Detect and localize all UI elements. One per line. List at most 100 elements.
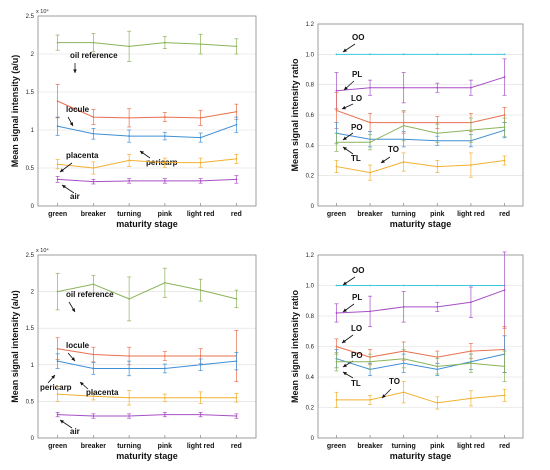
data-point	[56, 393, 59, 395]
series-placenta	[55, 153, 239, 175]
data-point	[163, 396, 166, 399]
data-point	[56, 41, 59, 44]
data-point	[128, 396, 131, 399]
data-point	[199, 116, 202, 119]
x-tick-label: red	[231, 211, 242, 218]
series-tl	[334, 349, 507, 382]
data-point	[56, 163, 59, 166]
y-exponent-label: x 10⁴	[36, 247, 49, 254]
data-point	[163, 161, 166, 164]
x-tick-label: breaker	[81, 443, 107, 450]
x-tick-label: pink	[158, 211, 172, 218]
series-to	[334, 381, 507, 410]
series-annotation: oil reference	[66, 290, 114, 299]
data-point	[335, 109, 338, 112]
data-point	[235, 45, 238, 48]
series-line	[336, 160, 505, 174]
x-tick-label: turning	[392, 443, 416, 450]
data-point	[335, 53, 338, 56]
series-annotation: locule	[66, 105, 90, 114]
y-tick-label: 2.5	[26, 14, 35, 20]
series-annotation: TL	[351, 154, 361, 163]
y-tick-label: 2	[31, 290, 35, 296]
series-line	[57, 158, 237, 169]
data-point	[128, 355, 131, 357]
y-tick-label: 2	[31, 52, 35, 58]
chart-1: 0 0.5 1 1.5 2 2.5 green breaker turning pink light…	[10, 8, 257, 229]
series-line	[57, 282, 237, 300]
series-line	[336, 125, 505, 143]
arrow-head	[69, 122, 73, 126]
data-point	[163, 355, 166, 357]
data-point	[128, 116, 131, 119]
arrow-head	[342, 105, 346, 110]
data-point	[199, 413, 202, 416]
data-point	[199, 289, 202, 292]
y-tick-label: 0	[31, 204, 35, 210]
data-point	[235, 415, 238, 417]
x-tick-label: green	[327, 211, 346, 218]
arrow-head	[343, 48, 347, 52]
y-tick-label: 0	[311, 204, 315, 210]
data-point	[56, 100, 59, 103]
data-point	[470, 164, 472, 166]
y-tick-label: 0.6	[306, 113, 315, 119]
series-oo	[335, 53, 506, 56]
data-point	[92, 353, 95, 356]
data-point	[128, 135, 131, 137]
chart-2: 0 0.2 0.4 0.6 0.8 1.0 1.2 green breaker turning pi…	[290, 22, 524, 229]
x-tick-label: pink	[158, 443, 172, 450]
arrow-head	[343, 363, 347, 367]
arrow-head	[71, 357, 75, 361]
x-axis-title: maturity stage	[390, 451, 452, 461]
data-point	[92, 116, 95, 118]
x-axis-title: maturity stage	[390, 219, 452, 229]
data-point	[470, 53, 472, 56]
plot-frame	[37, 15, 257, 207]
series-pl	[334, 251, 507, 329]
arrow-head	[343, 281, 347, 285]
data-point	[335, 141, 338, 144]
data-point	[436, 132, 439, 135]
series-oil-reference	[55, 267, 239, 322]
x-tick-label: turning	[117, 443, 141, 450]
series-annotation: LO	[351, 94, 362, 103]
data-point	[369, 121, 371, 124]
data-point	[163, 116, 166, 118]
series-line	[336, 129, 505, 142]
data-point	[92, 395, 95, 398]
data-point	[199, 396, 202, 399]
series-line	[336, 346, 505, 358]
data-point	[128, 298, 131, 300]
data-point	[235, 123, 238, 126]
series-line	[336, 289, 505, 314]
x-tick-label: breaker	[357, 443, 383, 450]
data-point	[56, 360, 59, 363]
data-point	[402, 86, 405, 89]
data-point	[369, 53, 371, 56]
data-point	[128, 45, 131, 48]
data-point	[128, 367, 131, 370]
data-point	[335, 284, 338, 287]
data-point	[163, 41, 166, 44]
x-tick-label: green	[48, 443, 67, 450]
data-point	[235, 298, 238, 300]
data-point	[436, 165, 439, 168]
series-annotation: PO	[351, 351, 363, 360]
arrow-head	[343, 136, 347, 140]
data-point	[369, 171, 371, 174]
y-tick-label: 0.5	[26, 399, 35, 405]
series-line	[336, 391, 505, 404]
series-annotation: LO	[351, 324, 362, 333]
data-point	[436, 365, 439, 368]
data-point	[199, 43, 202, 46]
data-point	[369, 360, 371, 363]
data-point	[369, 141, 371, 144]
x-tick-label: light red	[187, 211, 215, 218]
series-line	[336, 76, 505, 92]
data-point	[470, 86, 472, 89]
arrow-head	[51, 375, 55, 379]
series-annotation: PO	[351, 123, 363, 132]
plot-frame	[317, 254, 524, 439]
y-tick-label: 0.2	[306, 174, 315, 180]
